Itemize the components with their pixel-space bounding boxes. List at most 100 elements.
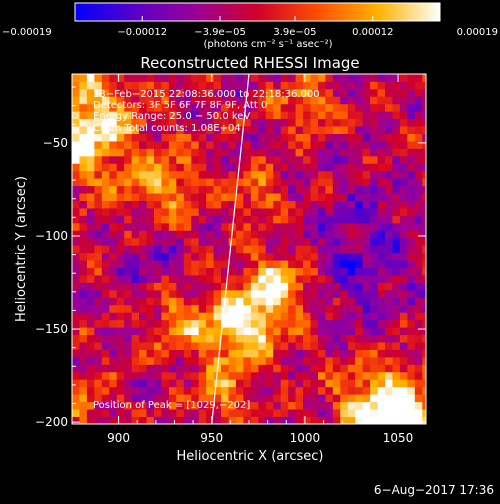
heatmap-cell <box>392 252 401 261</box>
heatmap-cell <box>347 356 356 365</box>
heatmap-cell <box>273 349 282 358</box>
heatmap-cell <box>131 356 140 365</box>
heatmap-cell <box>392 96 401 105</box>
heatmap-cell <box>79 222 88 231</box>
heatmap-cell <box>72 371 80 380</box>
heatmap-cell <box>332 297 341 306</box>
heatmap-cell <box>303 252 311 261</box>
heatmap-cell <box>392 178 401 187</box>
heatmap-cell <box>176 237 185 246</box>
heatmap-cell <box>414 81 423 90</box>
heatmap-cell <box>183 342 192 350</box>
heatmap-cell <box>258 245 267 254</box>
heatmap-cell <box>153 237 162 246</box>
heatmap-cell <box>295 275 304 283</box>
heatmap-cell <box>377 409 386 417</box>
heatmap-cell <box>280 111 289 120</box>
heatmap-cell <box>124 185 133 194</box>
heatmap-cell <box>280 289 289 298</box>
heatmap-cell <box>280 133 289 142</box>
heatmap-cell <box>280 379 289 388</box>
heatmap-cell <box>109 252 118 261</box>
heatmap-cell <box>310 312 319 321</box>
heatmap-cell <box>414 401 423 410</box>
heatmap-cell <box>198 312 207 321</box>
annotation-energy-range: Energy Range: 25.0 − 50.0 keV <box>93 111 250 122</box>
heatmap-cell <box>303 118 311 127</box>
heatmap-cell <box>109 409 118 417</box>
heatmap-cell <box>399 252 408 261</box>
heatmap-cell <box>79 349 88 358</box>
heatmap-cell <box>265 222 274 231</box>
heatmap-cell <box>86 96 95 105</box>
heatmap-cell <box>399 81 408 90</box>
heatmap-cell <box>340 148 349 157</box>
heatmap-cell <box>265 163 274 172</box>
heatmap-cell <box>332 200 341 209</box>
heatmap-cell <box>407 178 416 187</box>
heatmap-cell <box>161 200 170 209</box>
heatmap-cell <box>340 237 349 246</box>
heatmap-cell <box>273 416 282 424</box>
heatmap-cell <box>191 215 200 224</box>
heatmap-cell <box>392 386 401 395</box>
heatmap-cell <box>414 118 423 127</box>
heatmap-cell <box>191 245 200 254</box>
heatmap-cell <box>340 409 349 417</box>
heatmap-cell <box>72 304 80 313</box>
heatmap-cell <box>392 237 401 246</box>
heatmap-cell <box>116 185 125 194</box>
heatmap-cell <box>153 96 162 105</box>
heatmap-cell <box>131 118 140 127</box>
heatmap-cell <box>295 334 304 343</box>
heatmap-cell <box>72 416 80 424</box>
heatmap-cell <box>377 260 386 269</box>
heatmap-cell <box>161 185 170 194</box>
heatmap-cell <box>265 200 274 209</box>
heatmap-cell <box>295 103 304 112</box>
heatmap-cell <box>250 379 259 388</box>
heatmap-cell <box>206 327 214 336</box>
heatmap-cell <box>139 379 147 388</box>
heatmap-cell <box>317 282 326 291</box>
heatmap-cell <box>288 304 296 313</box>
heatmap-cell <box>370 208 378 216</box>
heatmap-cell <box>362 245 371 254</box>
heatmap-cell <box>288 386 296 395</box>
heatmap-cell <box>124 312 133 321</box>
heatmap-cell <box>94 364 103 373</box>
heatmap-cell <box>94 88 103 97</box>
heatmap-cell <box>206 141 214 149</box>
heatmap-cell <box>72 170 80 179</box>
heatmap-cell <box>332 163 341 172</box>
heatmap-cell <box>295 230 304 239</box>
heatmap-cell <box>101 237 110 246</box>
heatmap-cell <box>407 260 416 269</box>
heatmap-cell <box>303 74 311 82</box>
heatmap-cell <box>265 81 274 90</box>
heatmap-cell <box>288 282 296 291</box>
heatmap-cell <box>153 334 162 343</box>
heatmap-cell <box>86 155 95 164</box>
heatmap-cell <box>355 185 364 194</box>
heatmap-cell <box>161 118 170 127</box>
heatmap-cell <box>392 304 401 313</box>
heatmap-cell <box>79 267 88 276</box>
heatmap-cell <box>407 334 416 343</box>
heatmap-cell <box>101 96 110 105</box>
heatmap-cell <box>399 282 408 291</box>
heatmap-cell <box>347 282 356 291</box>
heatmap-cell <box>265 215 274 224</box>
heatmap-cell <box>317 319 326 328</box>
heatmap-cell <box>86 267 95 276</box>
heatmap-cell <box>131 96 140 105</box>
heatmap-cell <box>258 282 267 291</box>
heatmap-cell <box>250 163 259 172</box>
heatmap-cell <box>109 282 118 291</box>
heatmap-cell <box>340 222 349 231</box>
heatmap-cell <box>303 342 311 350</box>
heatmap-cell <box>206 401 214 410</box>
heatmap-cell <box>235 252 244 261</box>
heatmap-cell <box>198 222 207 231</box>
heatmap-cell <box>265 148 274 157</box>
